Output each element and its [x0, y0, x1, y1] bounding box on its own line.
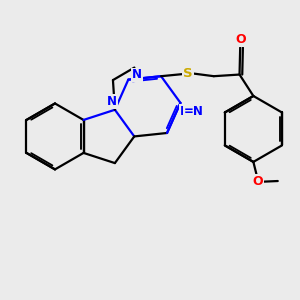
- Text: N: N: [107, 95, 117, 108]
- Text: S: S: [183, 67, 193, 80]
- Text: O: O: [235, 33, 245, 46]
- Text: N: N: [180, 105, 190, 118]
- Text: N: N: [132, 68, 142, 82]
- Text: O: O: [252, 175, 262, 188]
- Text: =N: =N: [184, 105, 204, 118]
